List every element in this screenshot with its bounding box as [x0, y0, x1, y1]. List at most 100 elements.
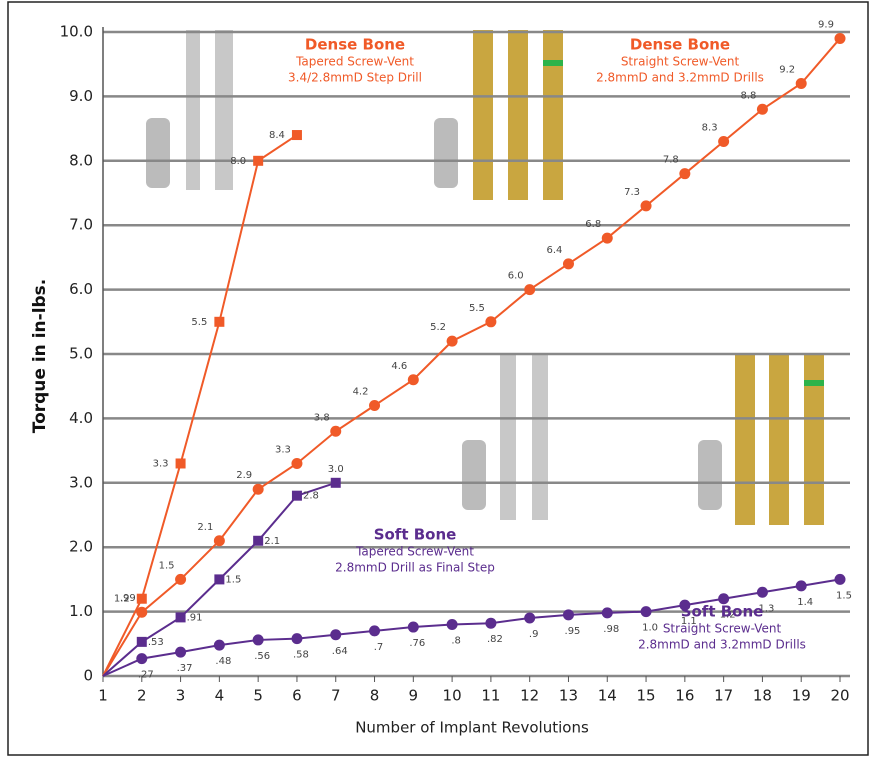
marker — [175, 458, 186, 469]
x-tick-label: 16 — [675, 687, 694, 705]
marker — [213, 639, 225, 651]
marker — [175, 573, 187, 585]
annotation-text: 3.4/2.8mmD Step Drill — [288, 71, 422, 85]
y-tick-label: 0 — [83, 667, 93, 685]
product-images — [146, 30, 824, 525]
value-label: 3.3 — [275, 444, 291, 455]
marker — [175, 612, 186, 623]
value-label: 5.2 — [430, 322, 446, 333]
value-label: 7.3 — [624, 187, 640, 198]
value-label: .95 — [565, 626, 581, 637]
series-line — [102, 578, 841, 677]
x-tick-label: 17 — [714, 687, 733, 705]
series-line — [102, 134, 298, 677]
x-tick-label: 6 — [292, 687, 302, 705]
marker — [291, 457, 303, 469]
y-tick-label: 6.0 — [69, 280, 93, 298]
marker — [136, 593, 147, 604]
y-tick-label: 8.0 — [69, 151, 93, 169]
value-label: 3.8 — [314, 412, 330, 423]
marker — [214, 574, 225, 585]
value-label: 1.3 — [758, 603, 774, 614]
marker — [136, 636, 147, 647]
value-label: 3.3 — [153, 458, 169, 469]
marker — [601, 607, 613, 619]
value-label: 8.4 — [269, 130, 285, 141]
value-label: .7 — [374, 642, 384, 653]
value-label: 2.1 — [197, 522, 213, 533]
annotation-heading: Soft Bone — [374, 526, 457, 544]
marker — [679, 168, 691, 180]
x-axis-label: Number of Implant Revolutions — [355, 719, 589, 737]
value-label: .82 — [487, 634, 503, 645]
marker — [640, 200, 652, 212]
x-tick-label: 18 — [753, 687, 772, 705]
value-label: 9.9 — [818, 19, 834, 30]
annotation-text: Tapered Screw-Vent — [355, 545, 474, 559]
y-tick-label: 10.0 — [60, 23, 93, 41]
x-tick-label: 10 — [443, 687, 462, 705]
x-tick-label: 19 — [792, 687, 811, 705]
marker — [485, 316, 497, 328]
marker — [795, 78, 807, 90]
marker — [485, 617, 497, 629]
annotation-text: 2.8mmD Drill as Final Step — [335, 561, 495, 575]
value-label: .58 — [293, 650, 309, 661]
value-label: .9 — [529, 629, 539, 640]
y-tick-label: 9.0 — [69, 87, 93, 105]
value-label: 2.8 — [303, 491, 319, 502]
marker — [562, 609, 574, 621]
marker — [407, 374, 419, 386]
marker — [524, 612, 536, 624]
value-label: 4.6 — [391, 361, 407, 372]
value-label: 5.5 — [469, 303, 485, 314]
value-label: 9.2 — [779, 65, 795, 76]
marker — [136, 606, 148, 618]
value-label: .64 — [332, 646, 348, 657]
annotation-text: Straight Screw-Vent — [663, 622, 782, 636]
x-tick-label: 15 — [637, 687, 656, 705]
marker — [446, 618, 458, 630]
marker — [330, 629, 342, 641]
value-label: .91 — [187, 612, 203, 623]
marker — [795, 580, 807, 592]
marker — [330, 477, 341, 488]
x-tick-label: 12 — [520, 687, 539, 705]
y-tick-label: 2.0 — [69, 538, 93, 556]
marker — [756, 103, 768, 115]
value-label: 7.8 — [663, 155, 679, 166]
value-label: .76 — [409, 638, 425, 649]
marker — [718, 135, 730, 147]
x-tick-label: 3 — [176, 687, 186, 705]
value-label: 6.4 — [547, 245, 563, 256]
marker — [213, 535, 225, 547]
x-tick-label: 4 — [215, 687, 225, 705]
value-label: 4.2 — [353, 387, 369, 398]
value-label: 1.2 — [720, 610, 736, 621]
x-tick-label: 11 — [481, 687, 500, 705]
value-label: 8.3 — [702, 122, 718, 133]
annotation-heading: Soft Bone — [681, 603, 764, 621]
marker — [291, 130, 302, 141]
value-label: .56 — [254, 651, 270, 662]
series-line — [102, 37, 841, 677]
x-tick-label: 7 — [331, 687, 341, 705]
value-label: .53 — [148, 637, 164, 648]
marker — [175, 646, 187, 658]
marker — [252, 634, 264, 646]
annotation-text: Straight Screw-Vent — [621, 55, 740, 69]
value-label: 1.2 — [114, 594, 130, 605]
marker — [214, 316, 225, 327]
y-tick-label: 7.0 — [69, 216, 93, 234]
value-label: .27 — [138, 670, 154, 681]
marker — [834, 32, 846, 44]
x-tick-label: 14 — [598, 687, 617, 705]
marker — [252, 483, 264, 495]
x-tick-label: 2 — [137, 687, 147, 705]
y-tick-label: 1.0 — [69, 602, 93, 620]
marker — [640, 606, 652, 618]
value-label: .48 — [215, 656, 231, 667]
marker — [601, 232, 613, 244]
value-label: .99 — [120, 593, 136, 604]
